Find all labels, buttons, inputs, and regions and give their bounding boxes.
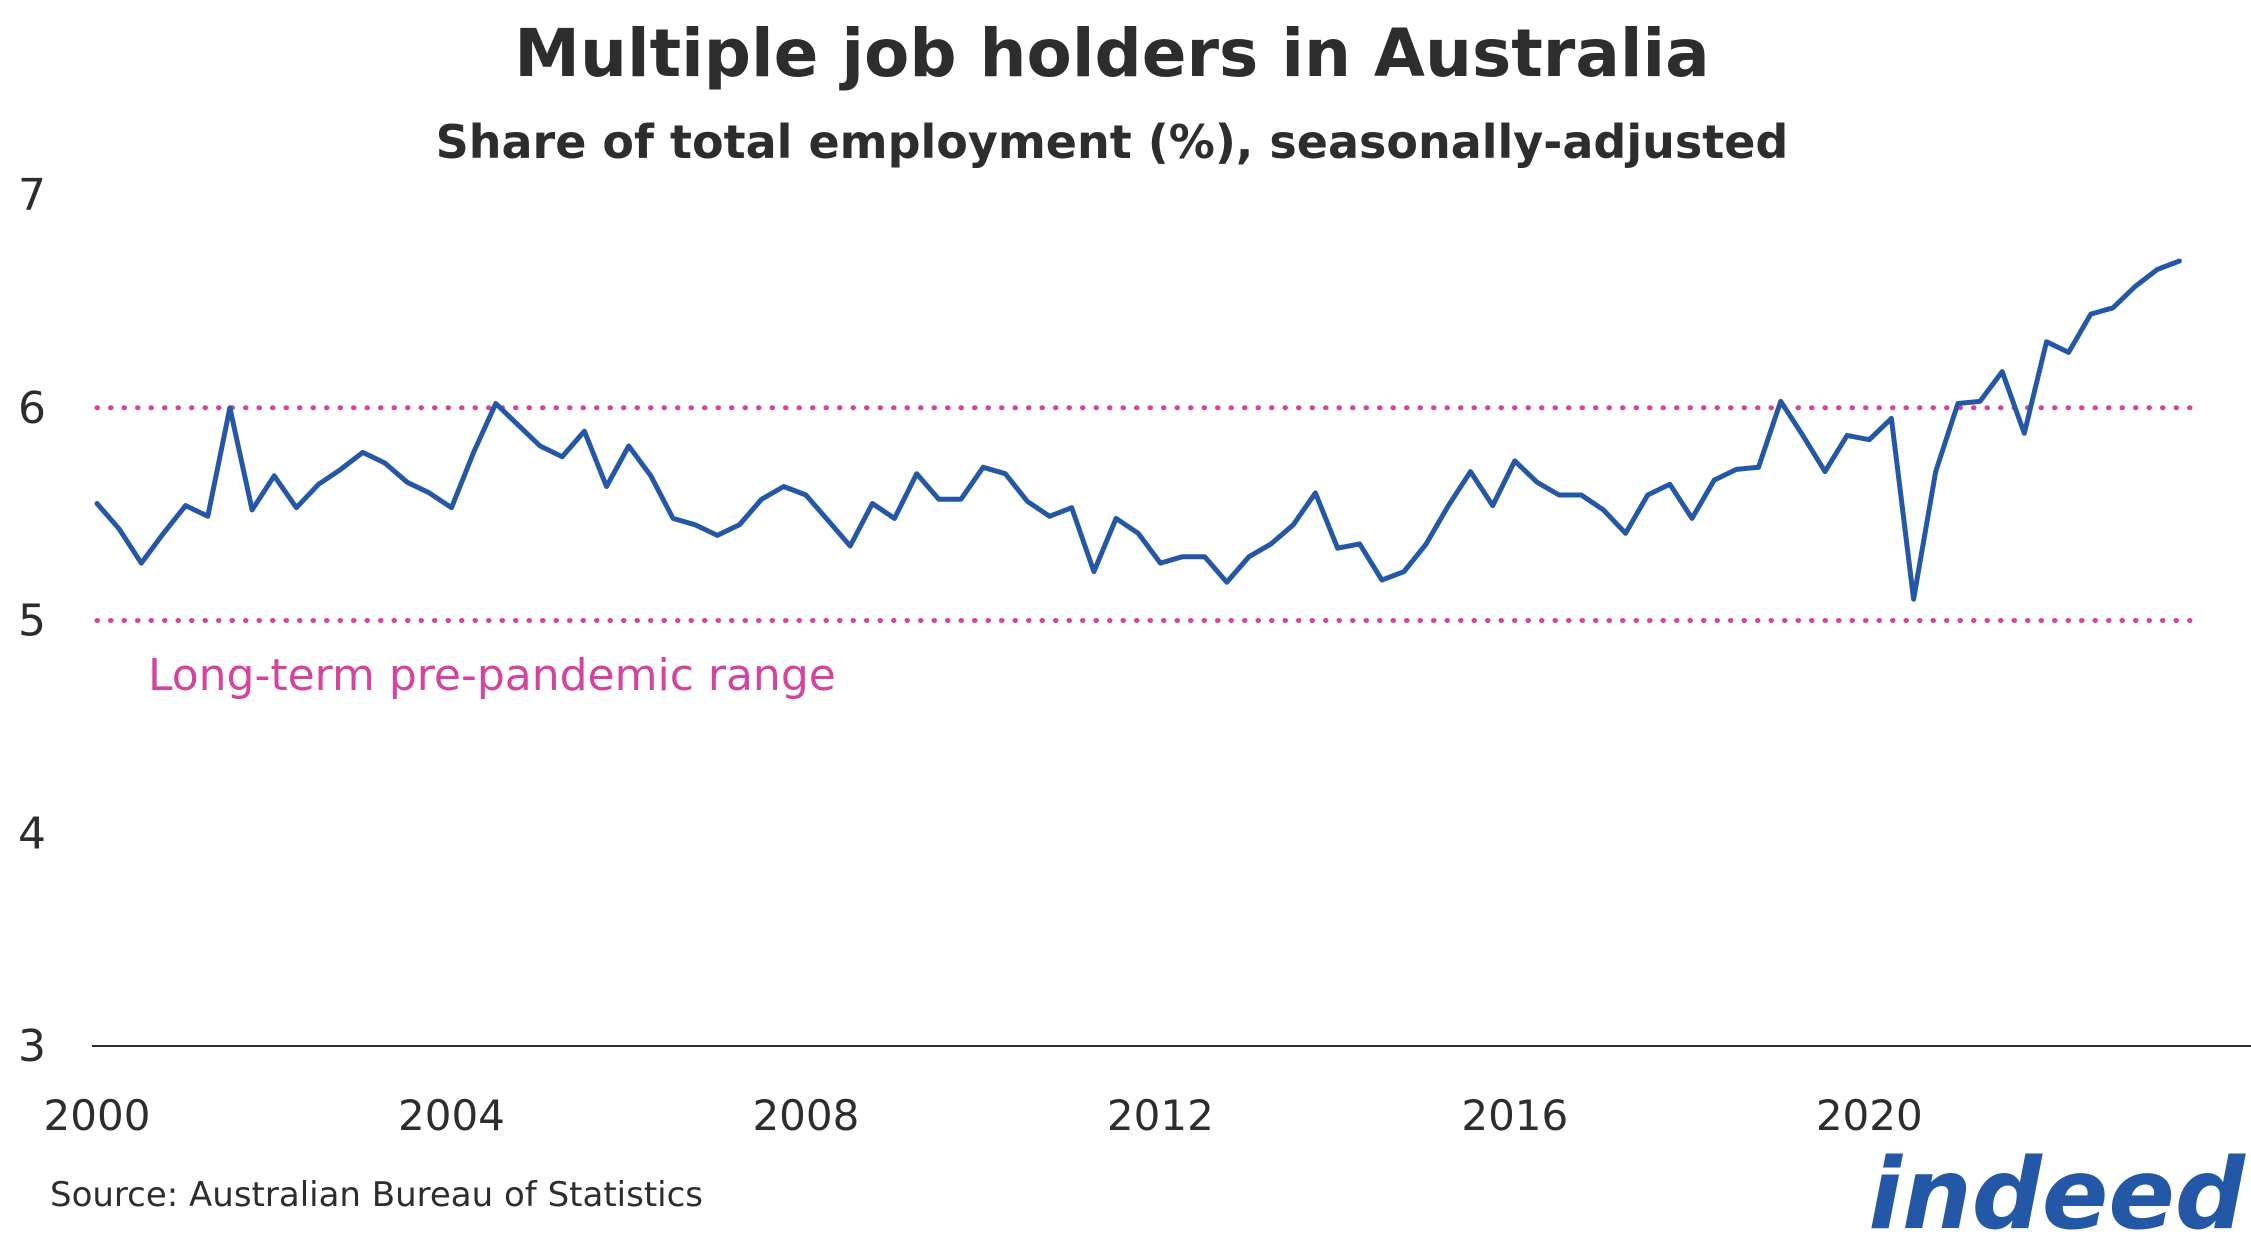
y-tick-label: 6 [18,383,46,434]
x-tick-label: 2004 [398,1091,505,1140]
series-group [94,258,2182,602]
y-axis-ticks: 3 4 5 6 7 [18,170,46,1072]
series-line [94,258,2182,602]
x-tick-label: 2016 [1461,1091,1568,1140]
indeed-logo: indeed [1868,1138,2245,1237]
x-tick-label: 2012 [1107,1091,1214,1140]
source-note: Source: Australian Bureau of Statistics [50,1175,703,1215]
y-tick-label: 5 [18,596,46,647]
reference-lines [94,405,2203,623]
y-tick-label: 7 [18,170,46,221]
chart-title: Multiple job holders in Australia [514,15,1709,92]
y-tick-label: 4 [18,808,46,859]
chart-subtitle: Share of total employment (%), seasonall… [436,115,1789,169]
range-annotation: Long-term pre-pandemic range [148,650,836,701]
x-axis-ticks: 2000 2004 2008 2012 2016 2020 [44,1091,1923,1140]
x-tick-label: 2008 [752,1091,859,1140]
x-tick-label: 2000 [44,1091,151,1140]
y-tick-label: 3 [18,1021,46,1072]
x-tick-label: 2020 [1816,1091,1923,1140]
